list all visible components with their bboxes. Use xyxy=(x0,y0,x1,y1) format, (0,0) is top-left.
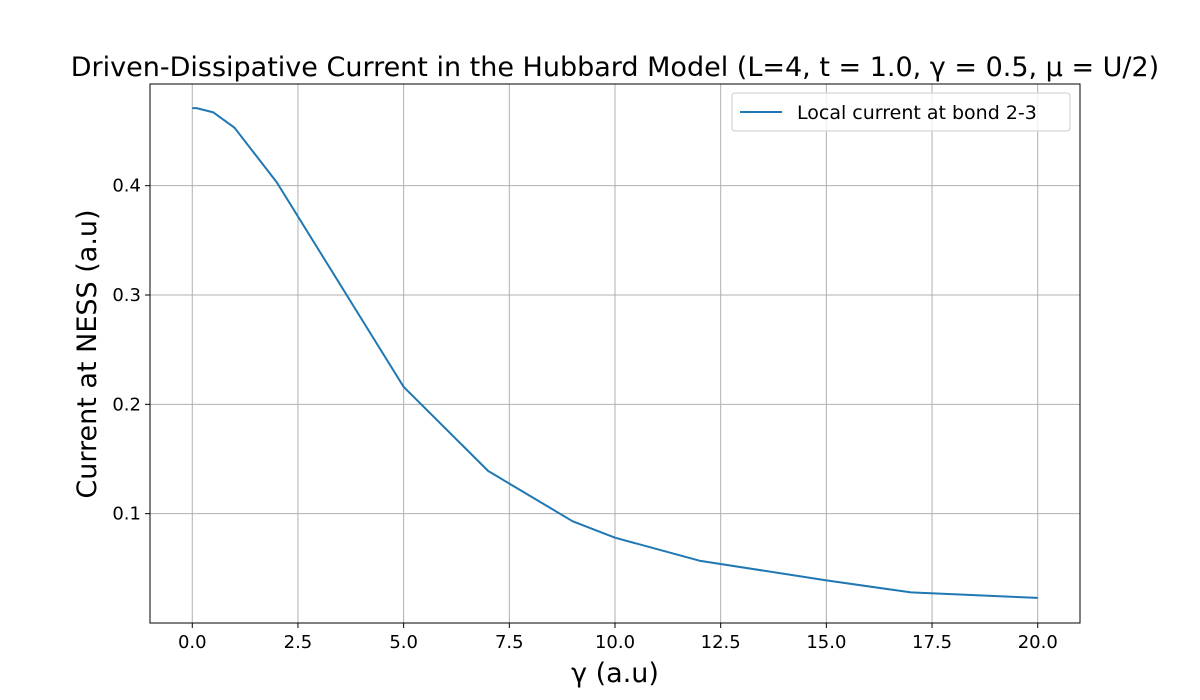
x-tick-label: 0.0 xyxy=(178,632,207,653)
legend-label: Local current at bond 2-3 xyxy=(797,102,1037,124)
x-tick-label: 2.5 xyxy=(284,632,313,653)
grid-lines xyxy=(150,84,1080,623)
legend: Local current at bond 2-3 xyxy=(731,92,1071,132)
legend-box xyxy=(731,92,1071,132)
x-tick-label: 17.5 xyxy=(912,632,952,653)
y-tick-label: 0.3 xyxy=(112,285,141,306)
x-axis-label: γ (a.u) xyxy=(571,658,659,689)
x-tick-label: 20.0 xyxy=(1018,632,1058,653)
x-tick-label: 5.0 xyxy=(389,632,418,653)
series-line xyxy=(192,107,1038,599)
x-tick-label: 15.0 xyxy=(806,632,846,653)
x-tick-label: 10.0 xyxy=(595,632,635,653)
x-tick-label: 7.5 xyxy=(495,632,524,653)
y-tick-label: 0.4 xyxy=(112,176,141,197)
x-tick-label: 12.5 xyxy=(701,632,741,653)
y-axis-label: Current at NESS (a.u) xyxy=(72,209,103,498)
y-tick-label: 0.2 xyxy=(112,394,141,415)
series-layer xyxy=(192,107,1038,599)
axis-ticks: 0.0 2.5 5.0 7.5 10.0 12.5 15.0 17.5 20.0 0.1 0.2 0.… xyxy=(112,176,1057,653)
chart-title: Driven-Dissipative Current in the Hubbar… xyxy=(71,52,1159,83)
y-tick-label: 0.1 xyxy=(112,504,141,525)
